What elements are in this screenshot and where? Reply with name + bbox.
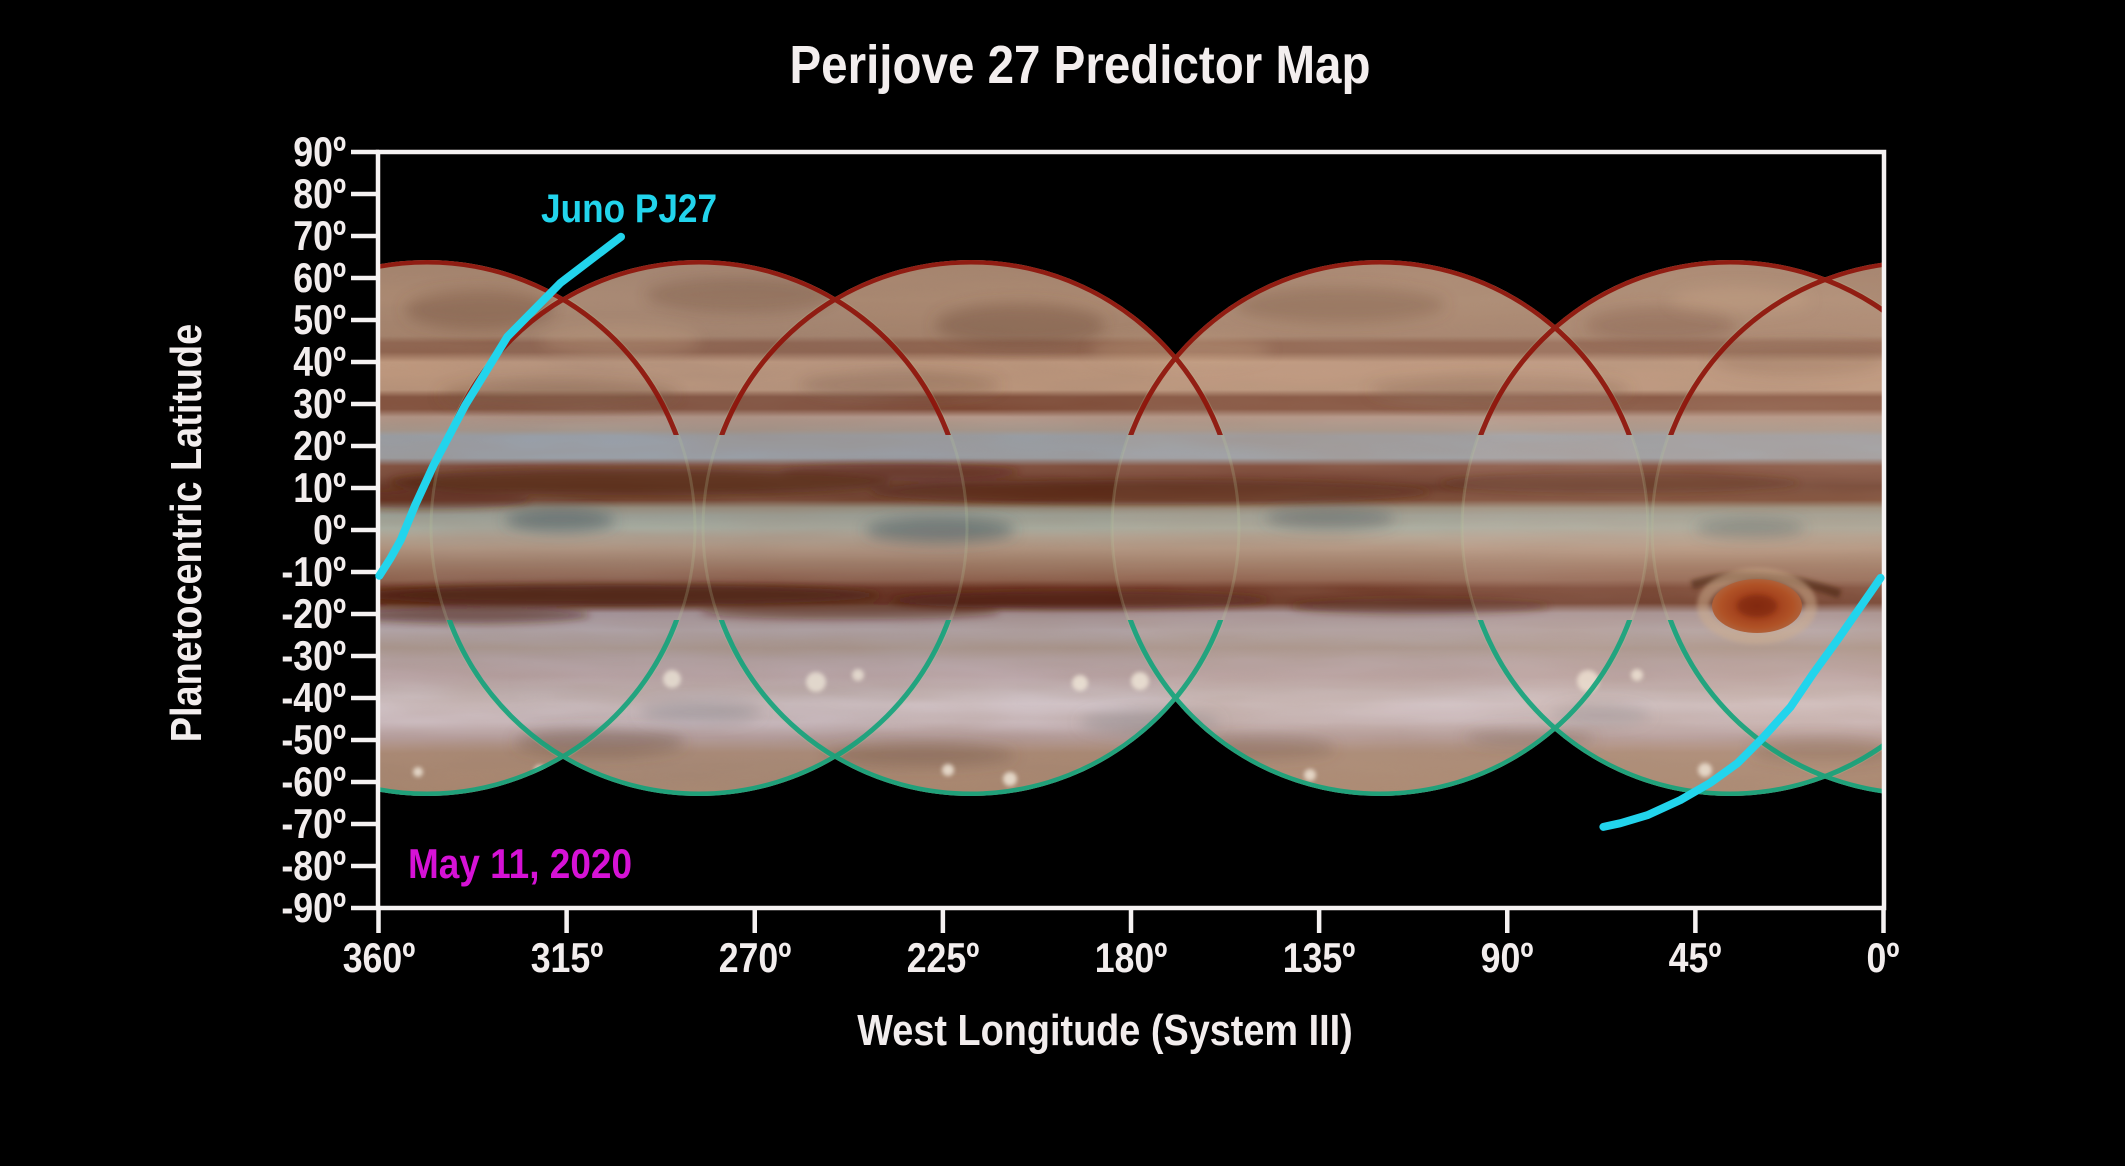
y-tick-label: -70º <box>281 800 346 847</box>
x-tick-label: 180º <box>1094 934 1168 981</box>
neb-dark-streaks <box>378 464 1800 509</box>
x-tick-label: 360º <box>342 934 416 981</box>
y-tick-label: -50º <box>281 716 346 763</box>
mosaic-seams <box>378 260 1884 796</box>
great-red-spot <box>1690 568 1842 644</box>
page-title: Perijove 27 Predictor Map <box>789 35 1371 95</box>
y-tick-label: -80º <box>281 842 346 889</box>
map-area <box>378 260 1884 796</box>
y-tick-label: -20º <box>281 590 346 637</box>
y-tick-label: 50º <box>293 296 346 343</box>
disk-tints <box>431 260 1884 796</box>
axis-tick-marks <box>351 149 1886 933</box>
y-tick-label: 60º <box>293 254 346 301</box>
x-tick-label: 315º <box>530 934 604 981</box>
north-mottling-group <box>405 277 1884 411</box>
x-tick-label: 90º <box>1480 934 1534 981</box>
juno-trajectory <box>375 232 1885 831</box>
y-tick-label: 30º <box>293 380 346 427</box>
y-tick-label: 90º <box>293 128 346 175</box>
x-axis-label: West Longitude (System III) <box>857 1006 1353 1055</box>
y-tick-label: -30º <box>281 632 346 679</box>
seb-dark-streaks <box>378 585 1550 623</box>
date-label: May 11, 2020 <box>408 840 633 887</box>
y-tick-label: -90º <box>281 884 346 931</box>
x-tick-label: 0º <box>1866 934 1900 981</box>
top-red-fringe <box>378 260 1884 435</box>
y-tick-label: -60º <box>281 758 346 805</box>
x-tick-label: 135º <box>1282 934 1356 981</box>
x-tick-label: 270º <box>718 934 792 981</box>
x-tick-label: 225º <box>906 934 980 981</box>
y-tick-label: 40º <box>293 338 346 385</box>
y-tick-label: -10º <box>281 548 346 595</box>
y-tick-label: 0º <box>313 506 346 553</box>
y-tick-label: 80º <box>293 170 346 217</box>
bottom-teal-fringe <box>378 620 1884 796</box>
trajectory-label: Juno PJ27 <box>541 187 718 231</box>
y-tick-label: 10º <box>293 464 346 511</box>
equatorial-festoons <box>505 507 1805 543</box>
x-tick-label: 45º <box>1668 934 1722 981</box>
y-tick-label: -40º <box>281 674 346 721</box>
y-tick-label: 70º <box>293 212 346 259</box>
y-tick-label: 20º <box>293 422 346 469</box>
